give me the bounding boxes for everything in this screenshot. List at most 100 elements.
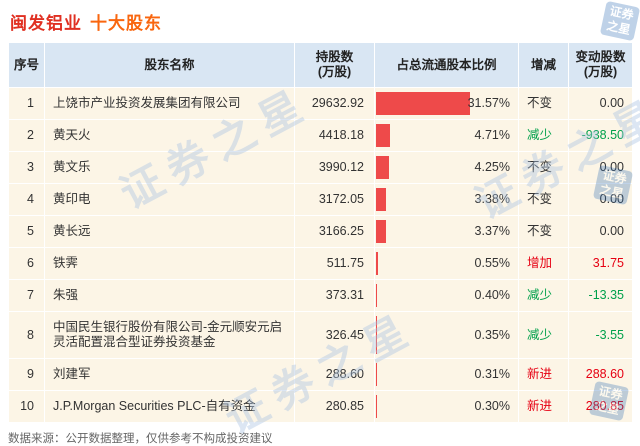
cell-shares-held: 326.45 — [294, 311, 375, 359]
cell-shares-held: 3166.25 — [294, 215, 375, 248]
cell-percent-of-float: 0.30% — [374, 390, 519, 423]
percent-value: 4.71% — [474, 128, 510, 142]
cell-shareholder-name: 铁霁 — [44, 247, 295, 280]
cell-change-direction: 不变 — [518, 183, 569, 216]
percent-bar — [376, 363, 377, 386]
percent-bar — [376, 284, 378, 307]
cell-shareholder-name: 黄长远 — [44, 215, 295, 248]
col-header-delta: 变动股数 (万股) — [568, 42, 633, 88]
top-shareholders-table: 序号 股东名称 持股数 (万股) 占总流通股本比例 增减 变动股数 (万股) 1 上饶市产业… — [8, 42, 633, 423]
cell-shareholder-name: 中国民生银行股份有限公司-金元顺安元启灵活配置混合型证券投资基金 — [44, 311, 295, 359]
cell-change-shares: -938.50 — [568, 119, 633, 152]
cell-change-shares: 0.00 — [568, 183, 633, 216]
table-header-row: 序号 股东名称 持股数 (万股) 占总流通股本比例 增减 变动股数 (万股) — [8, 42, 633, 88]
percent-value: 0.30% — [474, 399, 510, 413]
cell-shares-held: 288.60 — [294, 358, 375, 391]
cell-change-shares: 0.00 — [568, 87, 633, 120]
col-header-change: 增减 — [518, 42, 569, 88]
cell-percent-of-float: 0.35% — [374, 311, 519, 359]
percent-value: 0.31% — [474, 367, 510, 381]
page-title: 闽发铝业 十大股东 — [0, 0, 640, 40]
col-header-name: 股东名称 — [44, 42, 295, 88]
cell-rank: 4 — [8, 183, 45, 216]
cell-shareholder-name: 黄文乐 — [44, 151, 295, 184]
cell-percent-of-float: 3.38% — [374, 183, 519, 216]
table-row: 6 铁霁 511.75 0.55% 增加 31.75 — [8, 247, 633, 280]
percent-bar — [376, 156, 389, 179]
percent-value: 3.38% — [474, 192, 510, 206]
percent-bar — [376, 316, 378, 354]
percent-bar — [376, 92, 471, 115]
cell-shares-held: 29632.92 — [294, 87, 375, 120]
percent-value: 3.37% — [474, 224, 510, 238]
cell-change-shares: 0.00 — [568, 151, 633, 184]
cell-rank: 1 — [8, 87, 45, 120]
cell-shareholder-name: 黄天火 — [44, 119, 295, 152]
cell-rank: 6 — [8, 247, 45, 280]
cell-change-direction: 不变 — [518, 215, 569, 248]
cell-change-shares: -13.35 — [568, 279, 633, 312]
cell-change-direction: 减少 — [518, 311, 569, 359]
percent-value: 4.25% — [474, 160, 510, 174]
table-row: 3 黄文乐 3990.12 4.25% 不变 0.00 — [8, 151, 633, 184]
cell-change-shares: 288.60 — [568, 358, 633, 391]
cell-rank: 10 — [8, 390, 45, 423]
cell-shares-held: 280.85 — [294, 390, 375, 423]
cell-shares-held: 511.75 — [294, 247, 375, 280]
cell-rank: 5 — [8, 215, 45, 248]
percent-value: 0.40% — [474, 288, 510, 302]
percent-bar — [376, 395, 377, 418]
cell-shares-held: 4418.18 — [294, 119, 375, 152]
title-suffix: 十大股东 — [90, 14, 162, 33]
cell-percent-of-float: 0.55% — [374, 247, 519, 280]
table-row: 10 J.P.Morgan Securities PLC-自有资金 280.85 0.… — [8, 390, 633, 423]
cell-rank: 2 — [8, 119, 45, 152]
cell-change-direction: 不变 — [518, 87, 569, 120]
cell-change-direction: 新进 — [518, 390, 569, 423]
cell-rank: 7 — [8, 279, 45, 312]
cell-percent-of-float: 0.40% — [374, 279, 519, 312]
col-header-pct: 占总流通股本比例 — [374, 42, 519, 88]
cell-change-direction: 增加 — [518, 247, 569, 280]
cell-shares-held: 3172.05 — [294, 183, 375, 216]
percent-value: 0.55% — [474, 256, 510, 270]
data-source-note: 数据来源：公开数据整理，仅供参考不构成投资建议 — [8, 433, 273, 445]
col-header-no: 序号 — [8, 42, 45, 88]
table-row: 9 刘建军 288.60 0.31% 新进 288.60 — [8, 358, 633, 391]
table-row: 4 黄印电 3172.05 3.38% 不变 0.00 — [8, 183, 633, 216]
cell-percent-of-float: 4.71% — [374, 119, 519, 152]
cell-change-direction: 减少 — [518, 279, 569, 312]
cell-change-direction: 减少 — [518, 119, 569, 152]
cell-change-direction: 新进 — [518, 358, 569, 391]
cell-shareholder-name: 刘建军 — [44, 358, 295, 391]
cell-change-direction: 不变 — [518, 151, 569, 184]
cell-change-shares: -3.55 — [568, 311, 633, 359]
table-row: 5 黄长远 3166.25 3.37% 不变 0.00 — [8, 215, 633, 248]
table-row: 7 朱强 373.31 0.40% 减少 -13.35 — [8, 279, 633, 312]
col-header-shares: 持股数 (万股) — [294, 42, 375, 88]
cell-rank: 3 — [8, 151, 45, 184]
cell-shareholder-name: 黄印电 — [44, 183, 295, 216]
cell-rank: 9 — [8, 358, 45, 391]
cell-change-shares: 0.00 — [568, 215, 633, 248]
percent-bar — [376, 188, 387, 211]
cell-percent-of-float: 3.37% — [374, 215, 519, 248]
cell-percent-of-float: 4.25% — [374, 151, 519, 184]
cell-shareholder-name: 朱强 — [44, 279, 295, 312]
percent-bar — [376, 252, 378, 275]
cell-change-shares: 31.75 — [568, 247, 633, 280]
cell-shareholder-name: 上饶市产业投资发展集团有限公司 — [44, 87, 295, 120]
percent-bar — [376, 220, 387, 243]
cell-shares-held: 373.31 — [294, 279, 375, 312]
cell-rank: 8 — [8, 311, 45, 359]
table-row: 8 中国民生银行股份有限公司-金元顺安元启灵活配置混合型证券投资基金 326.45 0… — [8, 311, 633, 359]
cell-percent-of-float: 0.31% — [374, 358, 519, 391]
table-row: 2 黄天火 4418.18 4.71% 减少 -938.50 — [8, 119, 633, 152]
percent-value: 0.35% — [474, 327, 510, 342]
cell-change-shares: 280.85 — [568, 390, 633, 423]
percent-value: 31.57% — [467, 96, 510, 110]
percent-bar — [376, 124, 391, 147]
table-row: 1 上饶市产业投资发展集团有限公司 29632.92 31.57% 不变 0.00 — [8, 87, 633, 120]
cell-shares-held: 3990.12 — [294, 151, 375, 184]
